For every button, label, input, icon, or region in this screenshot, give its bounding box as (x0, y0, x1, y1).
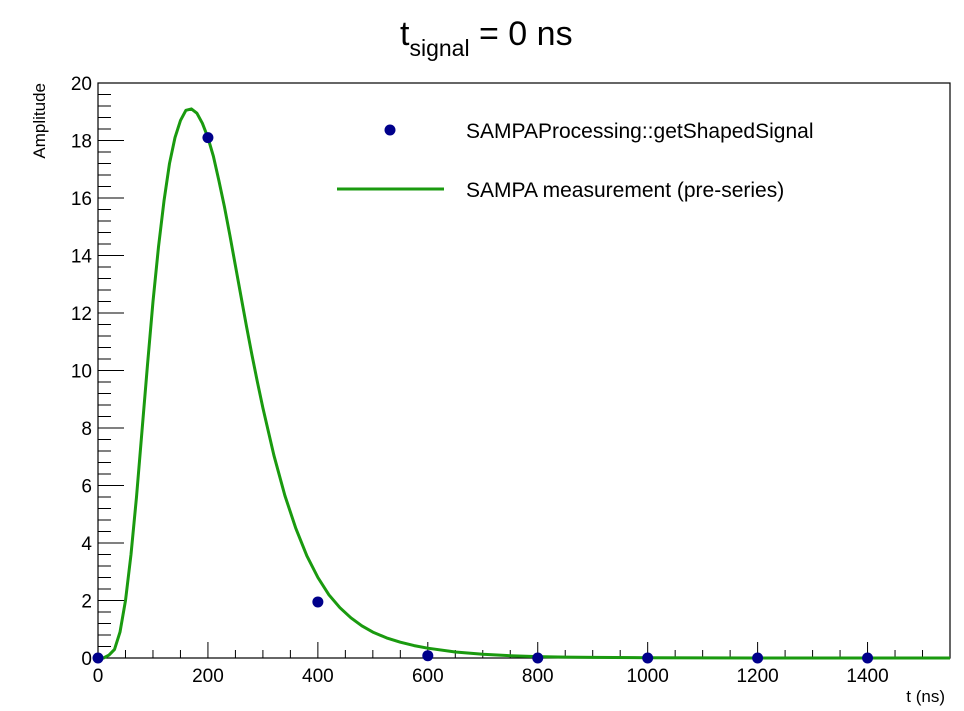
chart-title: tsignal = 0 ns (400, 15, 573, 61)
shaped-signal-point (92, 652, 104, 664)
x-tick-label: 400 (302, 666, 334, 687)
y-tick-label: 2 (81, 592, 92, 613)
y-tick-label: 20 (71, 74, 92, 95)
shaped-signal-point (422, 650, 434, 662)
series-layer (92, 107, 950, 664)
x-tick-label: 0 (93, 666, 104, 687)
y-tick-label: 8 (81, 419, 92, 440)
shaped-signal-point (862, 652, 874, 664)
legend-label: SAMPAProcessing::getShapedSignal (466, 120, 813, 143)
x-tick-label: 1000 (627, 666, 669, 687)
y-tick-label: 14 (71, 247, 93, 268)
x-axis-label: t (ns) (906, 687, 945, 706)
y-axis-label: Amplitude (30, 83, 49, 159)
measurement-line (98, 107, 950, 660)
plot-frame (97, 82, 951, 659)
shaped-signal-point (752, 652, 764, 664)
y-tick-label: 12 (71, 304, 92, 325)
x-tick-label: 200 (192, 666, 224, 687)
y-tick-label: 18 (71, 132, 92, 153)
x-tick-label: 600 (412, 666, 444, 687)
legend-label: SAMPA measurement (pre-series) (466, 179, 784, 202)
svg-text:tsignal = 0 ns: tsignal = 0 ns (400, 15, 573, 61)
legend-marker-point (384, 124, 396, 136)
shaped-signal-point (642, 652, 654, 664)
y-tick-label: 0 (81, 649, 92, 670)
y-tick-label: 4 (81, 534, 92, 555)
chart-title-subscript: signal (409, 35, 469, 61)
y-tick-label: 16 (71, 189, 92, 210)
x-tick-label: 1400 (846, 666, 888, 687)
x-axis-ticks: 0 200 400 600 800 1000 1200 1400 (93, 642, 951, 687)
y-tick-label: 10 (71, 362, 92, 383)
y-axis-ticks: 0 2 4 6 8 10 12 14 16 18 20 (71, 74, 124, 670)
shaped-signal-point (532, 652, 544, 664)
x-tick-label: 800 (522, 666, 554, 687)
chart-title-main: t (400, 15, 410, 53)
shaped-signal-point (312, 596, 324, 608)
x-tick-label: 1200 (736, 666, 778, 687)
shaped-signal-point (202, 132, 214, 144)
y-tick-label: 6 (81, 477, 92, 498)
chart-title-suffix: = 0 ns (470, 15, 573, 53)
